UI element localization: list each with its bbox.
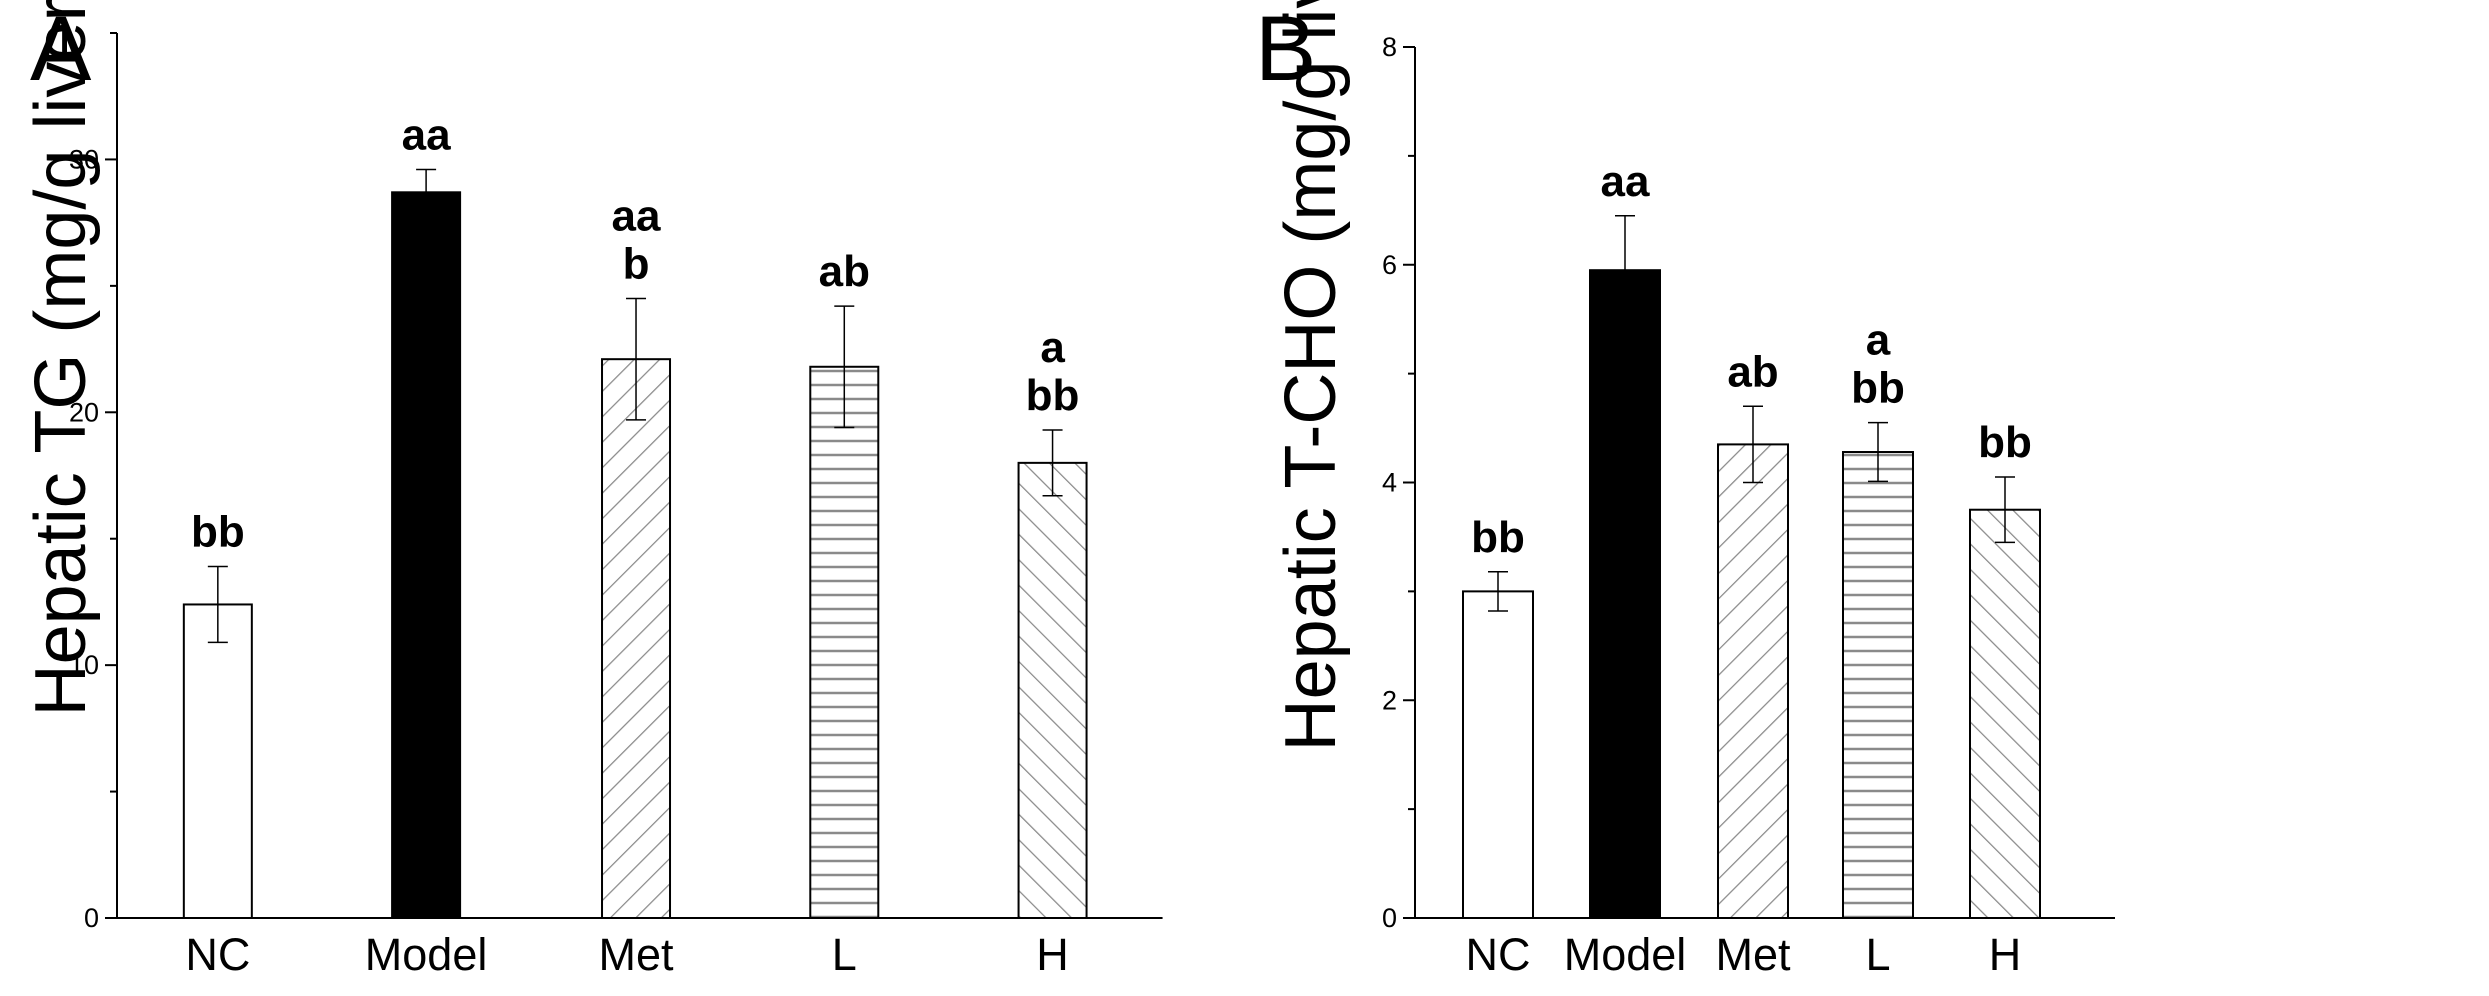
significance-label: aa	[612, 192, 661, 241]
panel-a-axes	[116, 33, 1163, 919]
significance-label: bb	[1026, 371, 1080, 420]
significance-label: bb	[1471, 513, 1525, 562]
x-category-label: NC	[1466, 929, 1531, 980]
significance-label: aa	[402, 111, 451, 160]
y-tick-label: 6	[1382, 250, 1397, 280]
panel-a-y-axis-label: Hepatic TG (mg/g liver)	[21, 0, 101, 716]
panel-b-letter: B	[1255, 0, 1316, 100]
bar-h	[1017, 461, 1088, 919]
x-category-label: Model	[365, 929, 488, 980]
significance-label: aa	[1601, 157, 1650, 206]
panel-a-error-bars	[207, 168, 1063, 644]
x-category-label: NC	[185, 929, 250, 980]
bar-l	[1842, 451, 1914, 919]
y-tick-label: 0	[1382, 903, 1397, 933]
x-category-label: L	[832, 929, 857, 980]
panel-b-axes	[1414, 47, 2115, 919]
significance-label: a	[1866, 316, 1891, 365]
x-category-label: H	[1036, 929, 1069, 980]
x-category-label: Met	[1715, 929, 1791, 980]
bar-h	[1969, 508, 2041, 919]
bar-nc	[182, 603, 253, 919]
significance-label: a	[1040, 323, 1065, 372]
y-tick-label: 2	[1382, 685, 1397, 715]
x-category-label: H	[1989, 929, 2022, 980]
panel-b-y-ticks: 0 2 4 6 8	[1382, 32, 1415, 933]
x-category-label: Met	[599, 929, 675, 980]
panel-b-y-axis-label: Hepatic T-CHO (mg/g liver)	[1271, 0, 1351, 751]
panel-b-bars	[1462, 269, 2041, 920]
panel-a-y-ticks: 0 10 20 30	[69, 32, 117, 933]
panel-a-letter: A	[30, 0, 92, 100]
significance-label: b	[623, 240, 650, 289]
panel-b-x-labels: NC Model Met L H	[1466, 929, 2022, 980]
bar-model	[391, 191, 462, 920]
significance-label: bb	[1978, 418, 2032, 467]
y-tick-label: 30	[69, 144, 99, 174]
y-tick-label: 0	[84, 903, 99, 933]
bar-l	[809, 365, 880, 919]
y-tick-label: 4	[1382, 468, 1397, 498]
significance-label: ab	[819, 247, 870, 296]
bar-nc	[1462, 590, 1534, 919]
bar-met	[601, 358, 672, 919]
bar-model	[1589, 269, 1661, 920]
panel-b-error-bars	[1488, 215, 2015, 612]
x-category-label: Model	[1564, 929, 1687, 980]
panel-a-bars	[182, 191, 1088, 920]
y-tick-label: 20	[69, 397, 99, 427]
x-category-label: L	[1865, 929, 1890, 980]
y-tick-label: 10	[69, 650, 99, 680]
bar-met	[1717, 443, 1789, 919]
panel-a-x-labels: NC Model Met L H	[185, 929, 1068, 980]
significance-label: ab	[1727, 347, 1778, 396]
significance-label: bb	[191, 508, 245, 557]
y-tick-label: 8	[1382, 32, 1397, 62]
significance-label: bb	[1851, 364, 1905, 413]
